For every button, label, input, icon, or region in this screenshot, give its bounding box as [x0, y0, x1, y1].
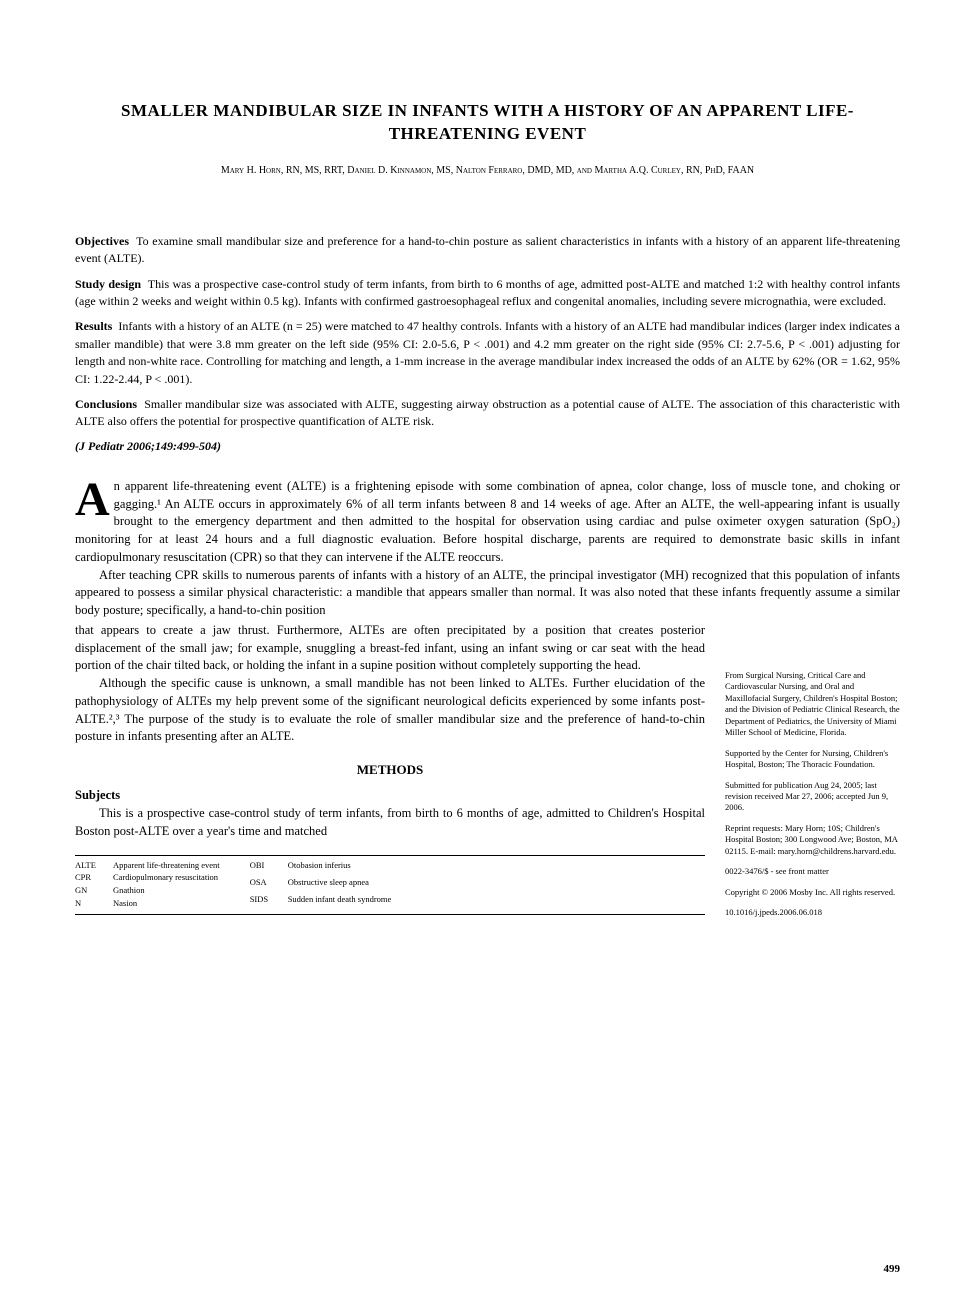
abbrev-key: OBI — [250, 860, 288, 876]
abbrev-val: Cardiopulmonary resuscitation — [113, 872, 220, 884]
abbrev-val: Otobasion inferius — [288, 860, 392, 876]
sidebar-column: From Surgical Nursing, Critical Care and… — [725, 622, 900, 928]
intro-paragraph-3: Although the specific cause is unknown, … — [75, 675, 705, 746]
author-list: Mary H. Horn, RN, MS, RRT, Daniel D. Kin… — [75, 164, 900, 178]
abstract-objectives: Objectives To examine small mandibular s… — [75, 233, 900, 268]
abstract-label-results: Results — [75, 319, 112, 333]
reprint-block: Reprint requests: Mary Horn; 10S; Childr… — [725, 823, 900, 857]
abbrev-key: GN — [75, 885, 113, 897]
abstract-label-study-design: Study design — [75, 277, 141, 291]
two-column-region: that appears to create a jaw thrust. Fur… — [75, 622, 900, 928]
abstract-text-objectives: To examine small mandibular size and pre… — [75, 234, 900, 265]
intro-p1-text: n apparent life-threatening event (ALTE)… — [75, 479, 900, 564]
abstract-text-results: Infants with a history of an ALTE (n = 2… — [75, 319, 900, 385]
abbrev-col-2: OBIOtobasion inferius OSAObstructive sle… — [250, 860, 392, 911]
abstract-study-design: Study design This was a prospective case… — [75, 276, 900, 311]
page-number: 499 — [884, 1263, 901, 1275]
intro-paragraph-2b: that appears to create a jaw thrust. Fur… — [75, 622, 705, 675]
abbreviation-table: ALTEApparent life-threatening event CPRC… — [75, 855, 705, 916]
abbrev-key: OSA — [250, 877, 288, 893]
issn-block: 0022-3476/$ - see front matter — [725, 866, 900, 877]
abbrev-key: N — [75, 898, 113, 910]
support-block: Supported by the Center for Nursing, Chi… — [725, 748, 900, 771]
abbrev-col-1: ALTEApparent life-threatening event CPRC… — [75, 860, 220, 911]
doi-block: 10.1016/j.jpeds.2006.06.018 — [725, 907, 900, 918]
abstract-label-conclusions: Conclusions — [75, 397, 137, 411]
article-title: SMALLER MANDIBULAR SIZE IN INFANTS WITH … — [75, 100, 900, 146]
abbrev-key: CPR — [75, 872, 113, 884]
submission-dates-block: Submitted for publication Aug 24, 2005; … — [725, 780, 900, 814]
abstract-label-objectives: Objectives — [75, 234, 129, 248]
abstract-results: Results Infants with a history of an ALT… — [75, 318, 900, 388]
subjects-heading: Subjects — [75, 788, 705, 803]
abbrev-val: Nasion — [113, 898, 220, 910]
dropcap: A — [75, 478, 114, 521]
affiliation-block: From Surgical Nursing, Critical Care and… — [725, 670, 900, 739]
abbrev-val: Gnathion — [113, 885, 220, 897]
journal-citation: (J Pediatr 2006;149:499-504) — [75, 439, 900, 454]
abbrev-key: ALTE — [75, 860, 113, 872]
abbrev-key: SIDS — [250, 894, 288, 910]
abstract-text-study-design: This was a prospective case-control stud… — [75, 277, 900, 308]
abstract-text-conclusions: Smaller mandibular size was associated w… — [75, 397, 900, 428]
abbrev-val: Apparent life-threatening event — [113, 860, 220, 872]
intro-paragraph-1: An apparent life-threatening event (ALTE… — [75, 478, 900, 567]
methods-heading: METHODS — [75, 762, 705, 778]
abstract-conclusions: Conclusions Smaller mandibular size was … — [75, 396, 900, 431]
abbrev-val: Obstructive sleep apnea — [288, 877, 392, 893]
main-column: that appears to create a jaw thrust. Fur… — [75, 622, 705, 928]
subjects-paragraph: This is a prospective case-control study… — [75, 805, 705, 841]
intro-paragraph-2: After teaching CPR skills to numerous pa… — [75, 567, 900, 620]
copyright-block: Copyright © 2006 Mosby Inc. All rights r… — [725, 887, 900, 898]
abbrev-val: Sudden infant death syndrome — [288, 894, 392, 910]
